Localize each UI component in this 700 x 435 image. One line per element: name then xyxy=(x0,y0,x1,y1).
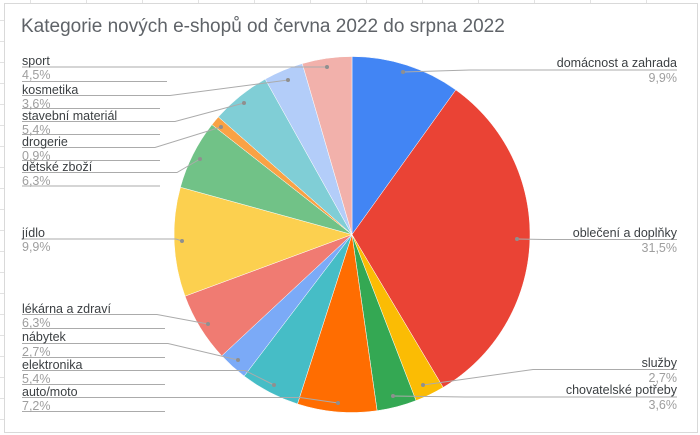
pie-slice-jidlo[interactable] xyxy=(173,186,353,297)
slice-label-nabytek: nábytek xyxy=(22,330,66,344)
leader-dot-auto-moto xyxy=(336,401,340,405)
slice-pct-chovatelske-potreby: 3,6% xyxy=(648,398,678,412)
slice-label-jidlo: jídlo xyxy=(22,226,45,240)
leader-dot-lekarna-a-zdravi xyxy=(206,322,210,326)
leader-line-auto-moto xyxy=(22,397,339,404)
slice-label-chovatelske-potreby: chovatelské potřeby xyxy=(565,383,677,397)
leader-line-jidlo xyxy=(22,238,183,242)
slice-label-kosmetika: kosmetika xyxy=(22,82,79,97)
leader-line-lekarna-a-zdravi xyxy=(22,314,209,325)
pie-slice-domacnost-a-zahrada[interactable] xyxy=(351,56,457,236)
spreadsheet-gridlines-left xyxy=(0,0,4,435)
leader-dot-elektronika xyxy=(272,383,276,387)
slice-label-sluzby: služby xyxy=(641,356,677,370)
slice-label-detske-zbozi: dětské zboží xyxy=(22,160,93,174)
leader-dot-sport xyxy=(325,65,329,69)
slice-label-sport: sport xyxy=(22,54,50,68)
leader-dot-stavebni-material xyxy=(242,101,246,105)
slice-label-drogerie: drogerie xyxy=(22,134,68,149)
pie-slice-sport[interactable] xyxy=(301,56,353,235)
slice-label-stavebni-material: stavební materiál xyxy=(22,108,118,123)
leader-line-nabytek xyxy=(22,343,239,361)
slice-label-domacnost-a-zahrada: domácnost a zahrada xyxy=(556,56,677,70)
spreadsheet-gridlines-top xyxy=(0,0,700,3)
slice-pct-lekarna-a-zdravi: 6,3% xyxy=(22,315,51,330)
slice-pct-kosmetika: 3,6% xyxy=(22,96,51,111)
slice-pct-auto-moto: 7,2% xyxy=(22,398,51,413)
leader-dot-nabytek xyxy=(236,358,240,362)
slice-pct-drogerie: 0,9% xyxy=(22,148,51,163)
slice-label-auto-moto: auto/moto xyxy=(22,385,78,399)
leader-line-stavebni-material xyxy=(22,102,245,122)
leader-line-kosmetika xyxy=(22,79,289,96)
leader-dot-drogerie xyxy=(219,125,223,129)
leader-line-obleceni-a-doplnky xyxy=(516,238,677,240)
slice-label-lekarna-a-zdravi: lékárna a zdraví xyxy=(22,302,111,316)
slice-pct-elektronika: 5,4% xyxy=(22,371,51,386)
pie-slice-obleceni-a-doplnky[interactable] xyxy=(351,89,531,388)
slice-pct-jidlo: 9,9% xyxy=(22,240,51,254)
slice-label-elektronika: elektronika xyxy=(22,358,83,372)
leader-line-detske-zbozi xyxy=(22,158,201,173)
leader-dot-kosmetika xyxy=(286,78,290,82)
leader-line-sluzby xyxy=(422,369,677,386)
leader-line-domacnost-a-zahrada xyxy=(402,69,677,73)
slice-pct-stavebni-material: 5,4% xyxy=(22,122,51,137)
chart-title: Kategorie nových e-shopů od června 2022 … xyxy=(21,16,505,37)
slice-pct-sluzby: 2,7% xyxy=(648,370,678,385)
leader-dot-sluzby xyxy=(421,383,425,387)
slice-pct-nabytek: 2,7% xyxy=(22,344,51,359)
slice-label-obleceni-a-doplnky: oblečení a doplňky xyxy=(572,226,677,240)
slice-pct-sport: 4,5% xyxy=(22,68,51,82)
leader-dot-domacnost-a-zahrada xyxy=(401,70,405,74)
leader-line-elektronika xyxy=(22,370,275,386)
leader-line-drogerie xyxy=(22,126,222,148)
leader-dot-obleceni-a-doplnky xyxy=(515,237,519,241)
slice-pct-obleceni-a-doplnky: 31,5% xyxy=(641,241,677,255)
leader-dot-detske-zbozi xyxy=(198,157,202,161)
leader-dot-jidlo xyxy=(180,239,184,243)
leader-line-chovatelske-potreby xyxy=(392,395,677,398)
leader-dot-chovatelske-potreby xyxy=(391,394,395,398)
slice-pct-domacnost-a-zahrada: 9,9% xyxy=(648,71,678,85)
slice-pct-detske-zbozi: 6,3% xyxy=(22,173,51,188)
